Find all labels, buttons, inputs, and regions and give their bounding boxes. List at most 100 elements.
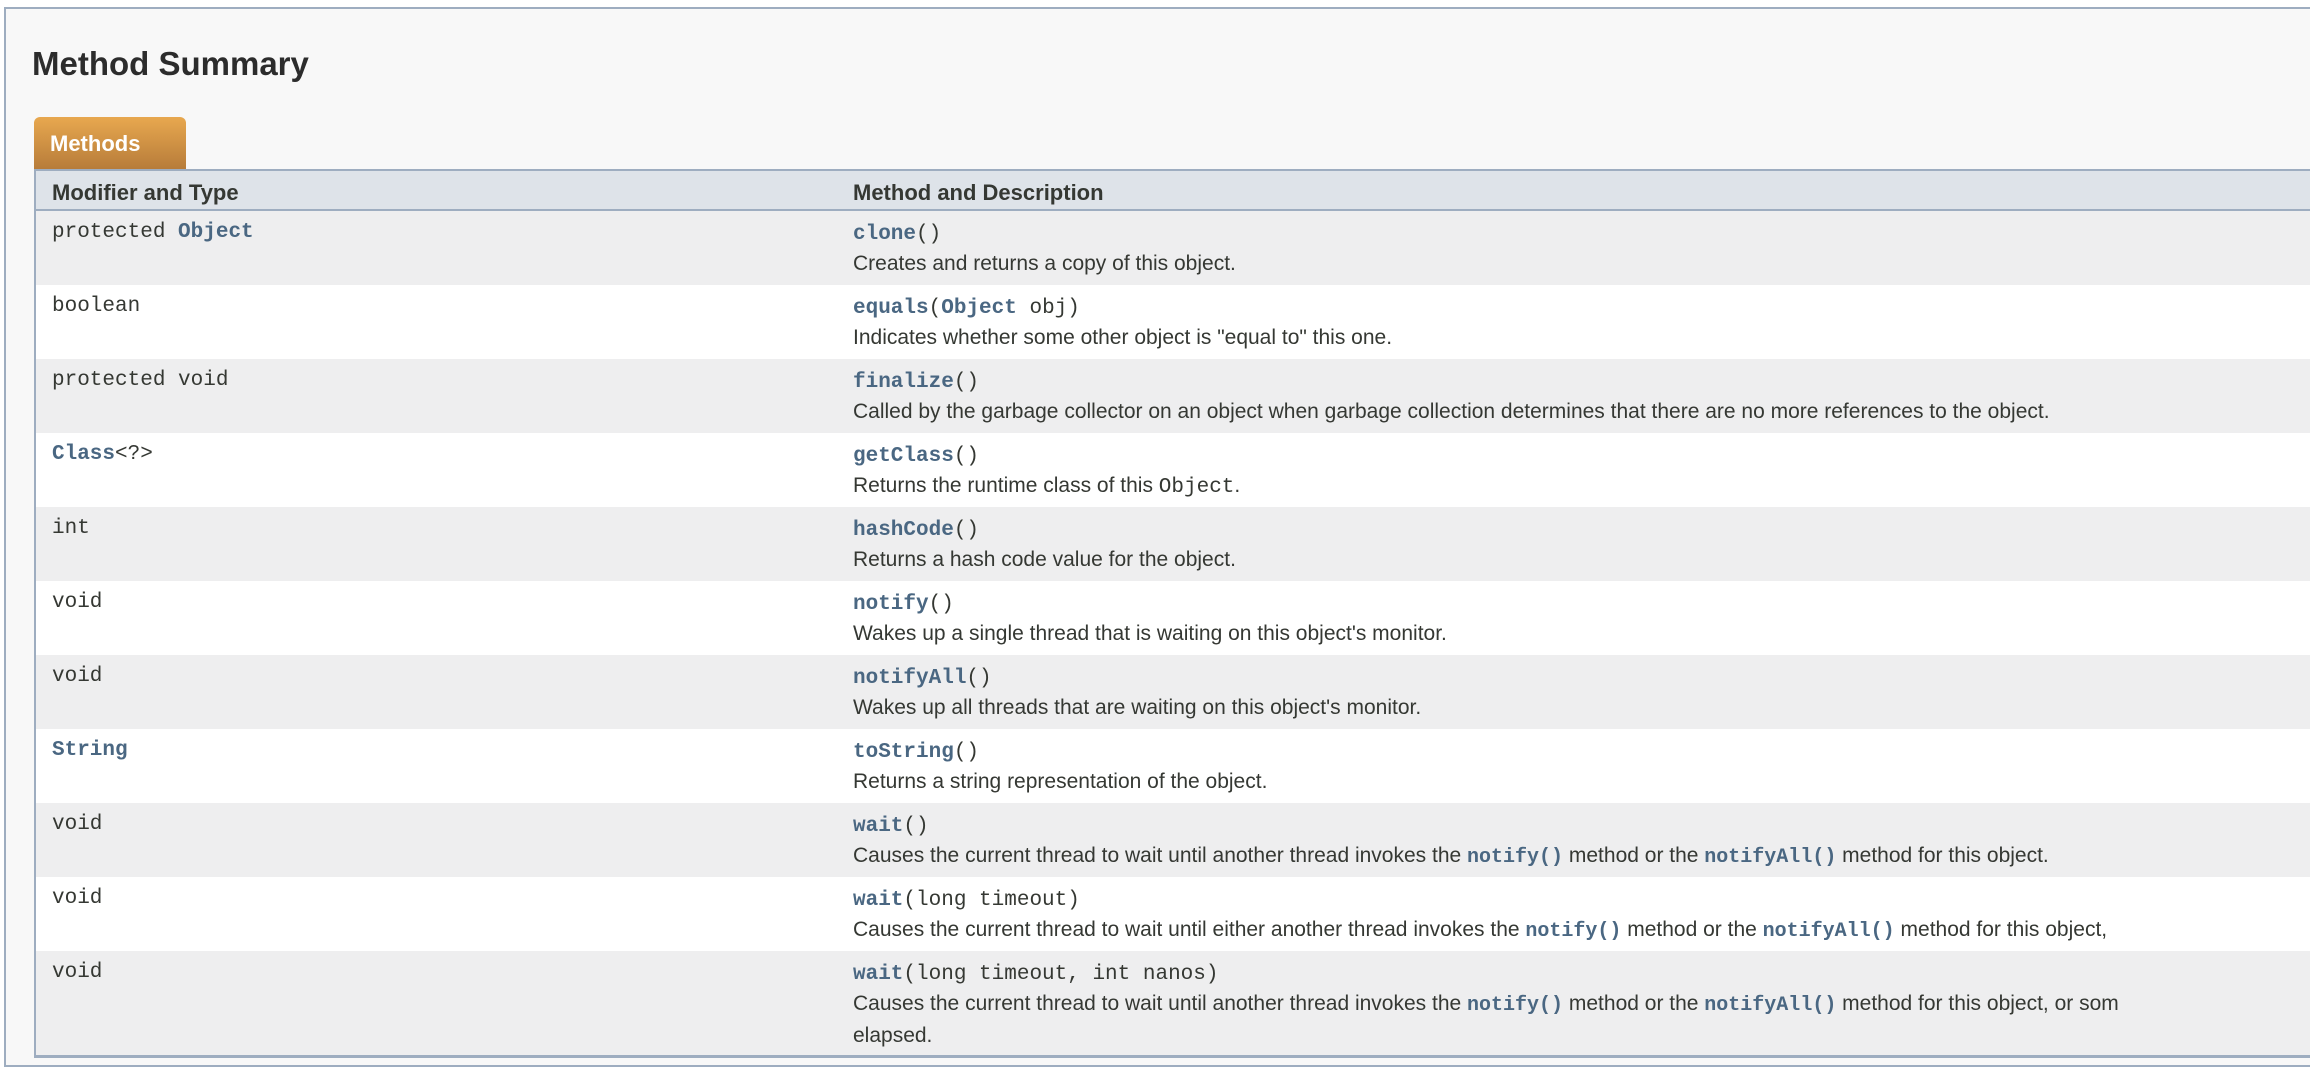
text: Object: [1158, 476, 1235, 499]
method-description: Wakes up a single thread that is waiting…: [853, 619, 2310, 649]
text: Indicates whether some other object is "…: [853, 326, 1393, 349]
type-link[interactable]: getClass: [853, 445, 954, 468]
modifier-and-type: void: [52, 961, 102, 984]
text: (): [928, 593, 954, 616]
method-and-description: equals(Object obj) Indicates whether some…: [853, 295, 2310, 353]
modifier-and-type: int: [52, 517, 90, 540]
method-summary-section: Method Summary Methods Modifier and Type…: [4, 7, 2310, 1067]
table-row: protected Object clone() Creates and retur…: [36, 211, 2310, 285]
text: (): [953, 371, 980, 394]
method-description: Wakes up all threads that are waiting on…: [853, 693, 2310, 723]
type-link[interactable]: notifyAll(): [1704, 994, 1837, 1017]
type-link[interactable]: notify(): [1525, 920, 1622, 943]
text: obj): [1016, 297, 1080, 320]
type-link[interactable]: notifyAll(): [1762, 920, 1895, 943]
type-link[interactable]: wait: [853, 815, 904, 838]
modifier-and-type: void: [52, 887, 102, 910]
modifier-and-type: protected Object: [52, 221, 254, 244]
method-signature: equals(Object obj): [853, 295, 2310, 323]
type-link[interactable]: finalize: [853, 371, 954, 394]
modifier-and-type: Class<?>: [52, 443, 153, 466]
column-header-modifier: Modifier and Type: [52, 180, 239, 205]
table-row: void notify() Wakes up a single thread tha…: [36, 581, 2310, 655]
method-description: Causes the current thread to wait until …: [853, 989, 2310, 1051]
method-signature: toString(): [853, 739, 2310, 767]
type-link[interactable]: clone: [853, 223, 917, 246]
method-signature: notify(): [853, 591, 2310, 619]
text: method or the: [1563, 992, 1705, 1015]
method-signature: finalize(): [853, 369, 2310, 397]
method-summary-table: Modifier and Type Method and Description…: [34, 169, 2310, 1058]
text: (): [916, 223, 942, 246]
method-signature: wait(): [853, 813, 2310, 841]
modifier-and-type: boolean: [52, 295, 140, 318]
method-description: Returns a hash code value for the object…: [853, 545, 2310, 575]
type-link[interactable]: equals: [853, 297, 929, 320]
type-link[interactable]: wait: [853, 889, 904, 912]
method-and-description: getClass() Returns the runtime class of t…: [853, 443, 2310, 503]
method-and-description: toString() Returns a string representatio…: [853, 739, 2310, 797]
method-and-description: notify() Wakes up a single thread that is…: [853, 591, 2310, 649]
type-link[interactable]: notifyAll(): [1704, 846, 1837, 869]
text: void: [52, 961, 103, 984]
type-link[interactable]: Class: [52, 443, 116, 466]
text: Returns the runtime class of this: [853, 474, 1159, 497]
table-header: Modifier and Type Method and Description: [36, 169, 2310, 211]
text: (): [903, 815, 929, 838]
text: void: [52, 813, 103, 836]
method-and-description: clone() Creates and returns a copy of thi…: [853, 221, 2310, 279]
method-signature: getClass(): [853, 443, 2310, 471]
table-row: void notifyAll() Wakes up all threads that…: [36, 655, 2310, 729]
type-link[interactable]: String: [52, 739, 128, 762]
method-description: Called by the garbage collector on an ob…: [853, 397, 2310, 427]
text: Wakes up a single thread that is waiting…: [853, 622, 1447, 645]
column-header-method: Method and Description: [853, 180, 1104, 205]
method-description: Indicates whether some other object is "…: [853, 323, 2310, 353]
method-and-description: notifyAll() Wakes up all threads that are…: [853, 665, 2310, 723]
text: (): [953, 445, 980, 468]
modifier-and-type: void: [52, 665, 102, 688]
table-row: void wait(long timeout, int nanos) Causes …: [36, 951, 2310, 1055]
type-link[interactable]: toString: [853, 741, 954, 764]
text: <?>: [115, 443, 153, 466]
type-link[interactable]: notify(): [1467, 846, 1564, 869]
method-and-description: wait(long timeout, int nanos) Causes the …: [853, 961, 2310, 1051]
table-row: String toString() Returns a string represe…: [36, 729, 2310, 803]
type-link[interactable]: Object: [941, 297, 1017, 320]
type-link[interactable]: wait: [853, 963, 904, 986]
method-signature: clone(): [853, 221, 2310, 249]
text: (): [953, 741, 980, 764]
text: (: [928, 297, 942, 320]
method-and-description: wait() Causes the current thread to wait …: [853, 813, 2310, 873]
method-signature: hashCode(): [853, 517, 2310, 545]
method-description: Returns a string representation of the o…: [853, 767, 2310, 797]
table-row: protected void finalize() Called by the ga…: [36, 359, 2310, 433]
text: elapsed.: [853, 1024, 933, 1047]
text: Returns a hash code value for the object…: [853, 548, 1236, 571]
method-description: Returns the runtime class of this Object…: [853, 471, 2310, 503]
tab-methods[interactable]: Methods: [34, 117, 186, 169]
type-link[interactable]: notifyAll: [853, 667, 967, 690]
text: int: [52, 517, 90, 540]
modifier-and-type: protected void: [52, 369, 228, 392]
text: method or the: [1563, 844, 1705, 867]
method-and-description: hashCode() Returns a hash code value for …: [853, 517, 2310, 575]
type-link[interactable]: Object: [178, 221, 254, 244]
type-link[interactable]: notify: [853, 593, 929, 616]
text: void: [52, 591, 103, 614]
text: void: [52, 887, 103, 910]
method-signature: wait(long timeout, int nanos): [853, 961, 2310, 989]
text: void: [52, 665, 103, 688]
text: method for this object, or som: [1836, 992, 2119, 1015]
modifier-and-type: void: [52, 813, 102, 836]
text: Creates and returns a copy of this objec…: [853, 252, 1236, 275]
type-link[interactable]: hashCode: [853, 519, 954, 542]
type-link[interactable]: notify(): [1467, 994, 1564, 1017]
method-description: Causes the current thread to wait until …: [853, 841, 2310, 873]
text: Causes the current thread to wait until …: [853, 918, 1526, 941]
table-row: void wait() Causes the current thread to w…: [36, 803, 2310, 877]
text: method for this object.: [1836, 844, 2049, 867]
page-title: Method Summary: [32, 45, 309, 82]
text: Returns a string representation of the o…: [853, 770, 1268, 793]
text: Called by the garbage collector on an ob…: [853, 400, 2050, 423]
